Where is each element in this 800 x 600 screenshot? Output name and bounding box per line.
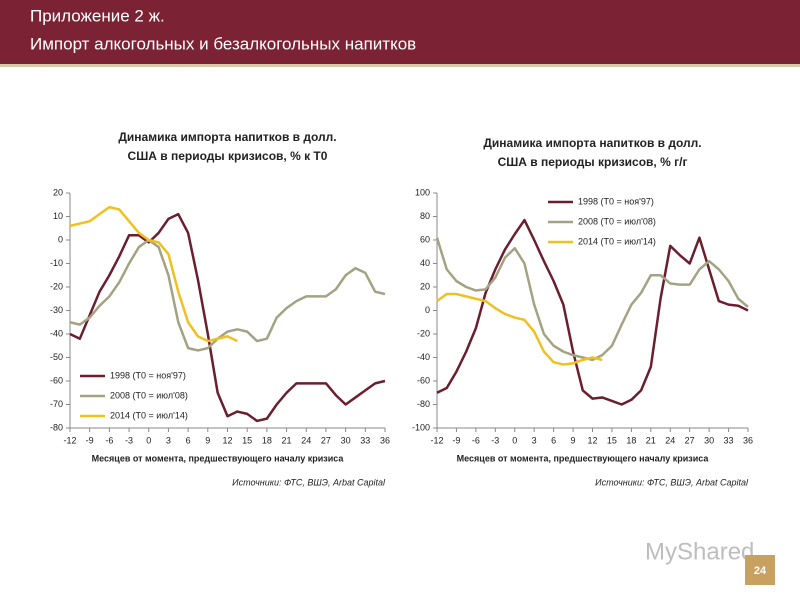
header-rule: [0, 64, 800, 67]
x-tick-label: -6: [105, 435, 113, 445]
legend-label: 2008 (Т0 = июл'08): [578, 216, 656, 226]
x-tick-label: -3: [491, 435, 499, 445]
y-tick-label: -40: [417, 352, 430, 362]
header-line1: Приложение 2 ж.: [30, 6, 165, 25]
chart-title: Динамика импорта напитков в долл.: [118, 130, 336, 144]
chart-title: США в периоды кризисов, % г/г: [498, 155, 688, 169]
y-tick-label: 0: [58, 234, 63, 244]
x-tick-label: 21: [646, 435, 656, 445]
chart-title: Динамика импорта напитков в долл.: [483, 136, 701, 150]
x-tick-label: 30: [341, 435, 351, 445]
y-tick-label: -80: [417, 399, 430, 409]
x-tick-label: 24: [665, 435, 675, 445]
watermark: MyShared: [645, 538, 754, 565]
x-tick-label: 6: [551, 435, 556, 445]
y-tick-label: 100: [415, 187, 430, 197]
x-tick-label: 30: [704, 435, 714, 445]
y-tick-label: -100: [412, 422, 430, 432]
x-tick-label: 18: [626, 435, 636, 445]
header-line2: Импорт алкогольных и безалкогольных напи…: [30, 34, 416, 53]
x-tick-label: 24: [301, 435, 311, 445]
source: Источники: ФТС, ВШЭ, Arbat Capital: [595, 477, 749, 487]
series-line: [69, 212, 386, 423]
x-tick-label: 21: [282, 435, 292, 445]
legend-label: 2014 (Т0 = июл'14): [578, 236, 656, 246]
x-tick-label: -3: [125, 435, 133, 445]
x-tick-label: -12: [63, 435, 76, 445]
x-axis-title: Месяцев от момента, предшествующего нача…: [92, 453, 345, 463]
x-tick-label: -12: [430, 435, 443, 445]
series-line: [69, 205, 238, 343]
y-tick-label: 20: [420, 281, 430, 291]
series-line: [435, 237, 749, 362]
x-tick-label: 18: [262, 435, 272, 445]
x-tick-label: 15: [242, 435, 252, 445]
x-tick-label: 12: [587, 435, 597, 445]
y-tick-label: -60: [50, 375, 63, 385]
legend-label: 1998 (Т0 = ноя'97): [578, 196, 654, 206]
x-tick-label: 33: [360, 435, 370, 445]
y-tick-label: -70: [50, 399, 63, 409]
source: Источники: ФТС, ВШЭ, Arbat Capital: [232, 477, 386, 487]
x-tick-label: 27: [685, 435, 695, 445]
page-number-box: [745, 555, 775, 585]
chart-title: США в периоды кризисов, % к Т0: [128, 149, 328, 163]
x-tick-label: -6: [472, 435, 480, 445]
y-tick-label: -80: [50, 422, 63, 432]
x-tick-label: 9: [571, 435, 576, 445]
x-tick-label: 36: [743, 435, 753, 445]
legend-label: 2014 (Т0 = июл'14): [110, 410, 188, 420]
x-tick-label: 27: [321, 435, 331, 445]
y-tick-label: 10: [53, 211, 63, 221]
y-tick-label: -20: [50, 281, 63, 291]
header-band: [0, 0, 800, 64]
series-line: [436, 218, 749, 406]
y-tick-label: -20: [417, 328, 430, 338]
y-tick-label: 20: [53, 187, 63, 197]
y-tick-label: 0: [425, 305, 430, 315]
x-tick-label: 3: [532, 435, 537, 445]
x-tick-label: 3: [166, 435, 171, 445]
y-tick-label: -30: [50, 305, 63, 315]
y-tick-label: 60: [420, 234, 430, 244]
x-tick-label: 15: [607, 435, 617, 445]
y-tick-label: -10: [50, 258, 63, 268]
y-tick-label: -60: [417, 375, 430, 385]
y-tick-label: -40: [50, 328, 63, 338]
y-tick-label: 40: [420, 258, 430, 268]
x-tick-label: -9: [452, 435, 460, 445]
x-tick-label: 12: [222, 435, 232, 445]
x-axis-title: Месяцев от момента, предшествующего нача…: [457, 453, 710, 463]
page-number: 24: [754, 565, 767, 577]
y-tick-label: 80: [420, 211, 430, 221]
x-tick-label: -9: [86, 435, 94, 445]
x-tick-label: 36: [380, 435, 390, 445]
legend-label: 2008 (Т0 = июл'08): [110, 390, 188, 400]
legend-label: 1998 (Т0 = ноя'97): [110, 370, 186, 380]
x-tick-label: 0: [512, 435, 517, 445]
x-tick-label: 9: [205, 435, 210, 445]
series-line: [436, 292, 603, 366]
x-tick-label: 6: [186, 435, 191, 445]
x-tick-label: 0: [146, 435, 151, 445]
x-tick-label: 33: [724, 435, 734, 445]
y-tick-label: -50: [50, 352, 63, 362]
series-line: [69, 238, 386, 352]
